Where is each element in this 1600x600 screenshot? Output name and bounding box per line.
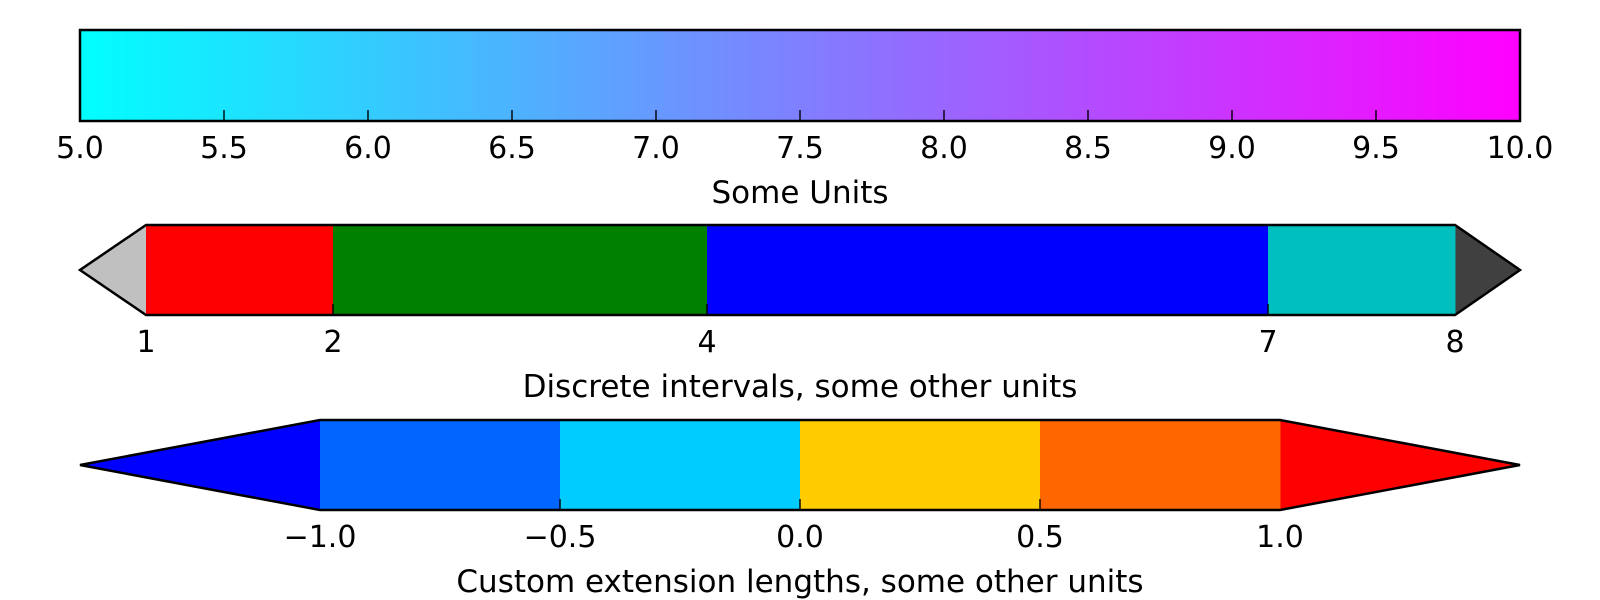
tick-label: 9.0 [1208,131,1256,166]
tick-label: 4 [697,325,716,360]
extension-over [1455,225,1520,315]
tick-label: 7.5 [776,131,824,166]
tick-label: 0.5 [1016,520,1064,555]
colorbar-outline [79,418,1521,512]
colorbar-gradient [80,30,1520,121]
colorbar-segment [707,225,1269,315]
tick-label: 8.0 [920,131,968,166]
tick-label: 1.0 [1256,520,1304,555]
colorbar-some-units: 5.0 5.5 6.0 6.5 7.0 7.5 8.0 8.5 9.0 9.5 10.0 Some U… [56,28,1554,211]
colorbar-segment [1040,420,1281,510]
colorbar-label: Custom extension lengths, some other uni… [456,564,1143,600]
colorbar-segment [146,225,334,315]
colorbar-segment [560,420,801,510]
tick-label: 2 [323,325,342,360]
tick-label: 5.0 [56,131,104,166]
tick-label: 9.5 [1352,131,1400,166]
colorbar-segment [800,420,1041,510]
tick-label: −0.5 [524,520,597,555]
tick-label: 8.5 [1064,131,1112,166]
tick-label: 0.0 [776,520,824,555]
tick-label: 8 [1445,325,1464,360]
colorbar-outline [78,28,1522,123]
tick-label: 7 [1258,325,1277,360]
tick-label: 10.0 [1487,131,1554,166]
extension-over [1280,420,1520,510]
colorbar-label: Discrete intervals, some other units [523,369,1078,405]
tick-label: 1 [136,325,155,360]
colorbar-custom-extensions: −1.0 −0.5 0.0 0.5 1.0 Custom extension length… [79,418,1521,600]
extension-under [80,225,146,315]
colorbar-label: Some Units [711,175,888,211]
colorbar-segment [333,225,708,315]
tick-label: 5.5 [200,131,248,166]
tick-label: 6.0 [344,131,392,166]
colorbar-segment [320,420,561,510]
tick-label: −1.0 [284,520,357,555]
colorbar-discrete-intervals: 1 2 4 7 8 Discrete intervals, some other unit… [77,223,1523,405]
extension-under [80,420,320,510]
tick-label: 6.5 [488,131,536,166]
tick-label: 7.0 [632,131,680,166]
colorbar-outline [77,223,1523,317]
colorbar-segment [1268,225,1456,315]
